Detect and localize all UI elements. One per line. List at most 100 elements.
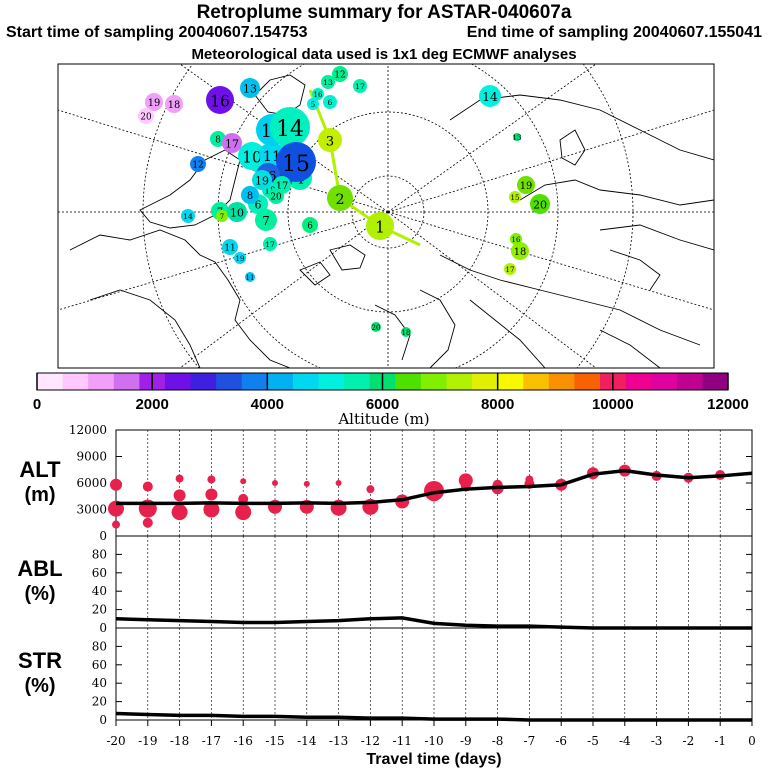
y-axis-label: ABL xyxy=(17,556,62,581)
map-marker: 10 xyxy=(238,142,266,170)
map-marker-label: 11 xyxy=(246,274,255,282)
map-marker-dot xyxy=(401,327,411,337)
colorbar-swatch xyxy=(113,373,140,390)
map-marker-label: 20 xyxy=(270,193,282,203)
x-tick-label: -1 xyxy=(714,734,726,748)
colorbar-swatch xyxy=(472,373,499,390)
colorbar-swatch xyxy=(625,373,652,390)
map-marker-dot xyxy=(504,263,516,275)
x-tick-label: -9 xyxy=(460,734,472,748)
y-tick-label: 3000 xyxy=(76,503,107,517)
y-axis-unit: (%) xyxy=(24,583,55,605)
map-marker-dot xyxy=(366,212,394,240)
altitude-cluster-point xyxy=(203,501,220,518)
altitude-cluster-point xyxy=(175,474,184,483)
x-tick-label: -7 xyxy=(524,734,536,748)
map-marker: 6 xyxy=(302,217,318,233)
map-marker-dot xyxy=(206,86,234,114)
map-marker-label: 20 xyxy=(140,113,152,123)
map-marker-dot xyxy=(511,242,529,260)
y-axis-unit: (m) xyxy=(24,484,55,506)
colorbar-swatch xyxy=(446,373,473,390)
map-marker-dot xyxy=(307,98,319,110)
x-tick-label: -12 xyxy=(361,734,380,748)
altitude-cluster-point xyxy=(240,478,247,485)
map-marker-label: 8 xyxy=(215,136,221,146)
colorbar-swatch xyxy=(241,373,268,390)
x-tick-label: -11 xyxy=(393,734,412,748)
colorbar-swatch xyxy=(292,373,320,390)
altitude-cluster-point xyxy=(142,517,153,528)
map-marker-dot xyxy=(145,93,163,111)
map-marker-dot xyxy=(238,142,266,170)
x-axis: -20 -19 -18 -17 -16 -15 -14 -13 -12 -11 -10 -9 -8 -7-… xyxy=(106,720,756,768)
map-marker: 19 xyxy=(517,176,535,194)
x-tick-label: -3 xyxy=(651,734,663,748)
map-marker-dot xyxy=(240,78,260,98)
colorbar-swatch xyxy=(395,373,422,390)
y-tick-label: 80 xyxy=(92,547,107,561)
map-marker-label: 19 xyxy=(148,98,161,109)
map-marker-label: 11 xyxy=(224,244,235,254)
x-tick-label: -17 xyxy=(202,734,221,748)
retroplume-map: 1234567891011121314151617181920161918201… xyxy=(57,63,715,369)
map-marker-label: 17 xyxy=(276,181,289,192)
map-marker-dot xyxy=(222,133,242,153)
map-marker: 20 xyxy=(530,194,550,214)
map-marker: 12 xyxy=(190,156,206,172)
map-marker-label: 19 xyxy=(255,175,269,188)
x-tick-label: -6 xyxy=(555,734,567,748)
map-marker: 16 xyxy=(206,86,234,114)
map-marker-dot xyxy=(181,209,195,223)
map-marker: 17 xyxy=(353,79,367,93)
map-marker: 18 xyxy=(165,95,183,113)
map-marker-dot xyxy=(517,176,535,194)
map-marker: 20 xyxy=(371,322,381,332)
map-marker: 15 xyxy=(509,191,521,203)
x-tick-label: -10 xyxy=(424,734,443,748)
map-marker-dot xyxy=(227,202,247,222)
map-marker: 2 xyxy=(327,185,353,211)
chart-title: Retroplume summary for ASTAR-040607a xyxy=(196,2,572,23)
y-tick-label: 40 xyxy=(92,676,107,690)
map-marker: 13 xyxy=(513,133,521,142)
map-marker-dot xyxy=(234,252,246,264)
map-marker-label: 10 xyxy=(230,207,244,220)
altitude-cluster-point xyxy=(272,480,278,486)
time-series-panels: 030006000900012000ALT(m)020406080ABL(%)0… xyxy=(17,423,755,768)
map-marker-label: 20 xyxy=(372,324,381,332)
panel-str: 0 20 40 60 80 STR(%) xyxy=(18,627,753,727)
map-marker-label: 6 xyxy=(307,222,313,232)
map-marker-label: 13 xyxy=(323,78,333,87)
panel-abl: 0 20 40 60 80 ABL(%) xyxy=(17,535,753,635)
map-marker-label: 6 xyxy=(255,199,262,212)
y-tick-label: 0 xyxy=(99,529,107,543)
colorbar-swatch xyxy=(676,373,703,390)
map-marker-label: 12 xyxy=(334,71,345,81)
start-time-label: Start time of sampling 20040607.154753 xyxy=(6,24,308,41)
map-marker-dot xyxy=(270,107,310,147)
map-marker-label: 17 xyxy=(265,240,275,249)
y-tick-label: 20 xyxy=(92,695,107,709)
map-marker-dot xyxy=(245,272,255,282)
abl-fraction-line xyxy=(115,616,752,630)
map-marker-label: 3 xyxy=(326,134,334,149)
altitude-cluster-point xyxy=(303,480,310,487)
map-marker-dot xyxy=(353,79,367,93)
map-marker-label: 1 xyxy=(375,218,385,236)
colorbar-swatch xyxy=(190,373,217,390)
map-marker: 14 xyxy=(270,107,310,147)
map-marker-dot xyxy=(312,88,324,100)
colorbar-swatch xyxy=(651,373,678,390)
map-marker-dot xyxy=(510,233,522,245)
colorbar-tick-label: 12000 xyxy=(707,396,749,413)
altitude-cluster-point xyxy=(424,480,444,501)
y-axis-label: STR xyxy=(18,648,62,673)
colorbar-tick-label: 4000 xyxy=(251,396,284,413)
map-marker-dot xyxy=(216,210,228,222)
map-marker: 1 xyxy=(366,212,394,240)
x-tick-label: -2 xyxy=(683,734,695,748)
altitude-cluster-point xyxy=(207,475,216,484)
colorbar-swatch xyxy=(523,373,550,390)
